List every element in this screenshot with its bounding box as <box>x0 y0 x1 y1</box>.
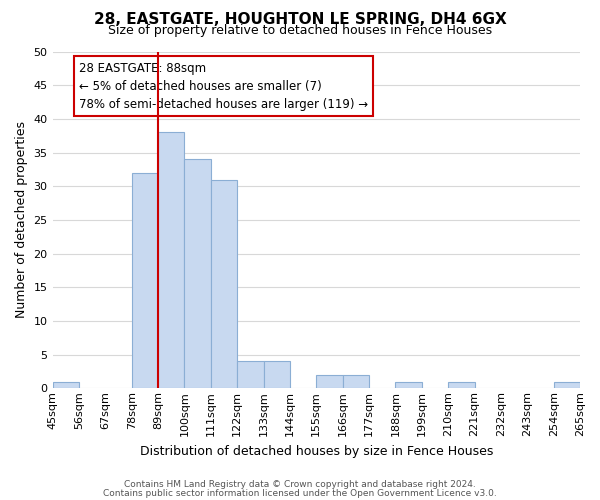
Bar <box>554 382 580 388</box>
Bar <box>53 382 79 388</box>
X-axis label: Distribution of detached houses by size in Fence Houses: Distribution of detached houses by size … <box>140 444 493 458</box>
Text: Contains public sector information licensed under the Open Government Licence v3: Contains public sector information licen… <box>103 489 497 498</box>
Text: Contains HM Land Registry data © Crown copyright and database right 2024.: Contains HM Land Registry data © Crown c… <box>124 480 476 489</box>
Text: 28, EASTGATE, HOUGHTON LE SPRING, DH4 6GX: 28, EASTGATE, HOUGHTON LE SPRING, DH4 6G… <box>94 12 506 28</box>
Bar <box>263 362 290 388</box>
Y-axis label: Number of detached properties: Number of detached properties <box>15 122 28 318</box>
Bar <box>211 180 237 388</box>
Bar <box>448 382 475 388</box>
Bar <box>316 375 343 388</box>
Bar <box>237 362 263 388</box>
Text: Size of property relative to detached houses in Fence Houses: Size of property relative to detached ho… <box>108 24 492 37</box>
Bar <box>131 173 158 388</box>
Bar <box>184 160 211 388</box>
Text: 28 EASTGATE: 88sqm
← 5% of detached houses are smaller (7)
78% of semi-detached : 28 EASTGATE: 88sqm ← 5% of detached hous… <box>79 62 368 110</box>
Bar <box>343 375 369 388</box>
Bar <box>158 132 184 388</box>
Bar <box>395 382 422 388</box>
